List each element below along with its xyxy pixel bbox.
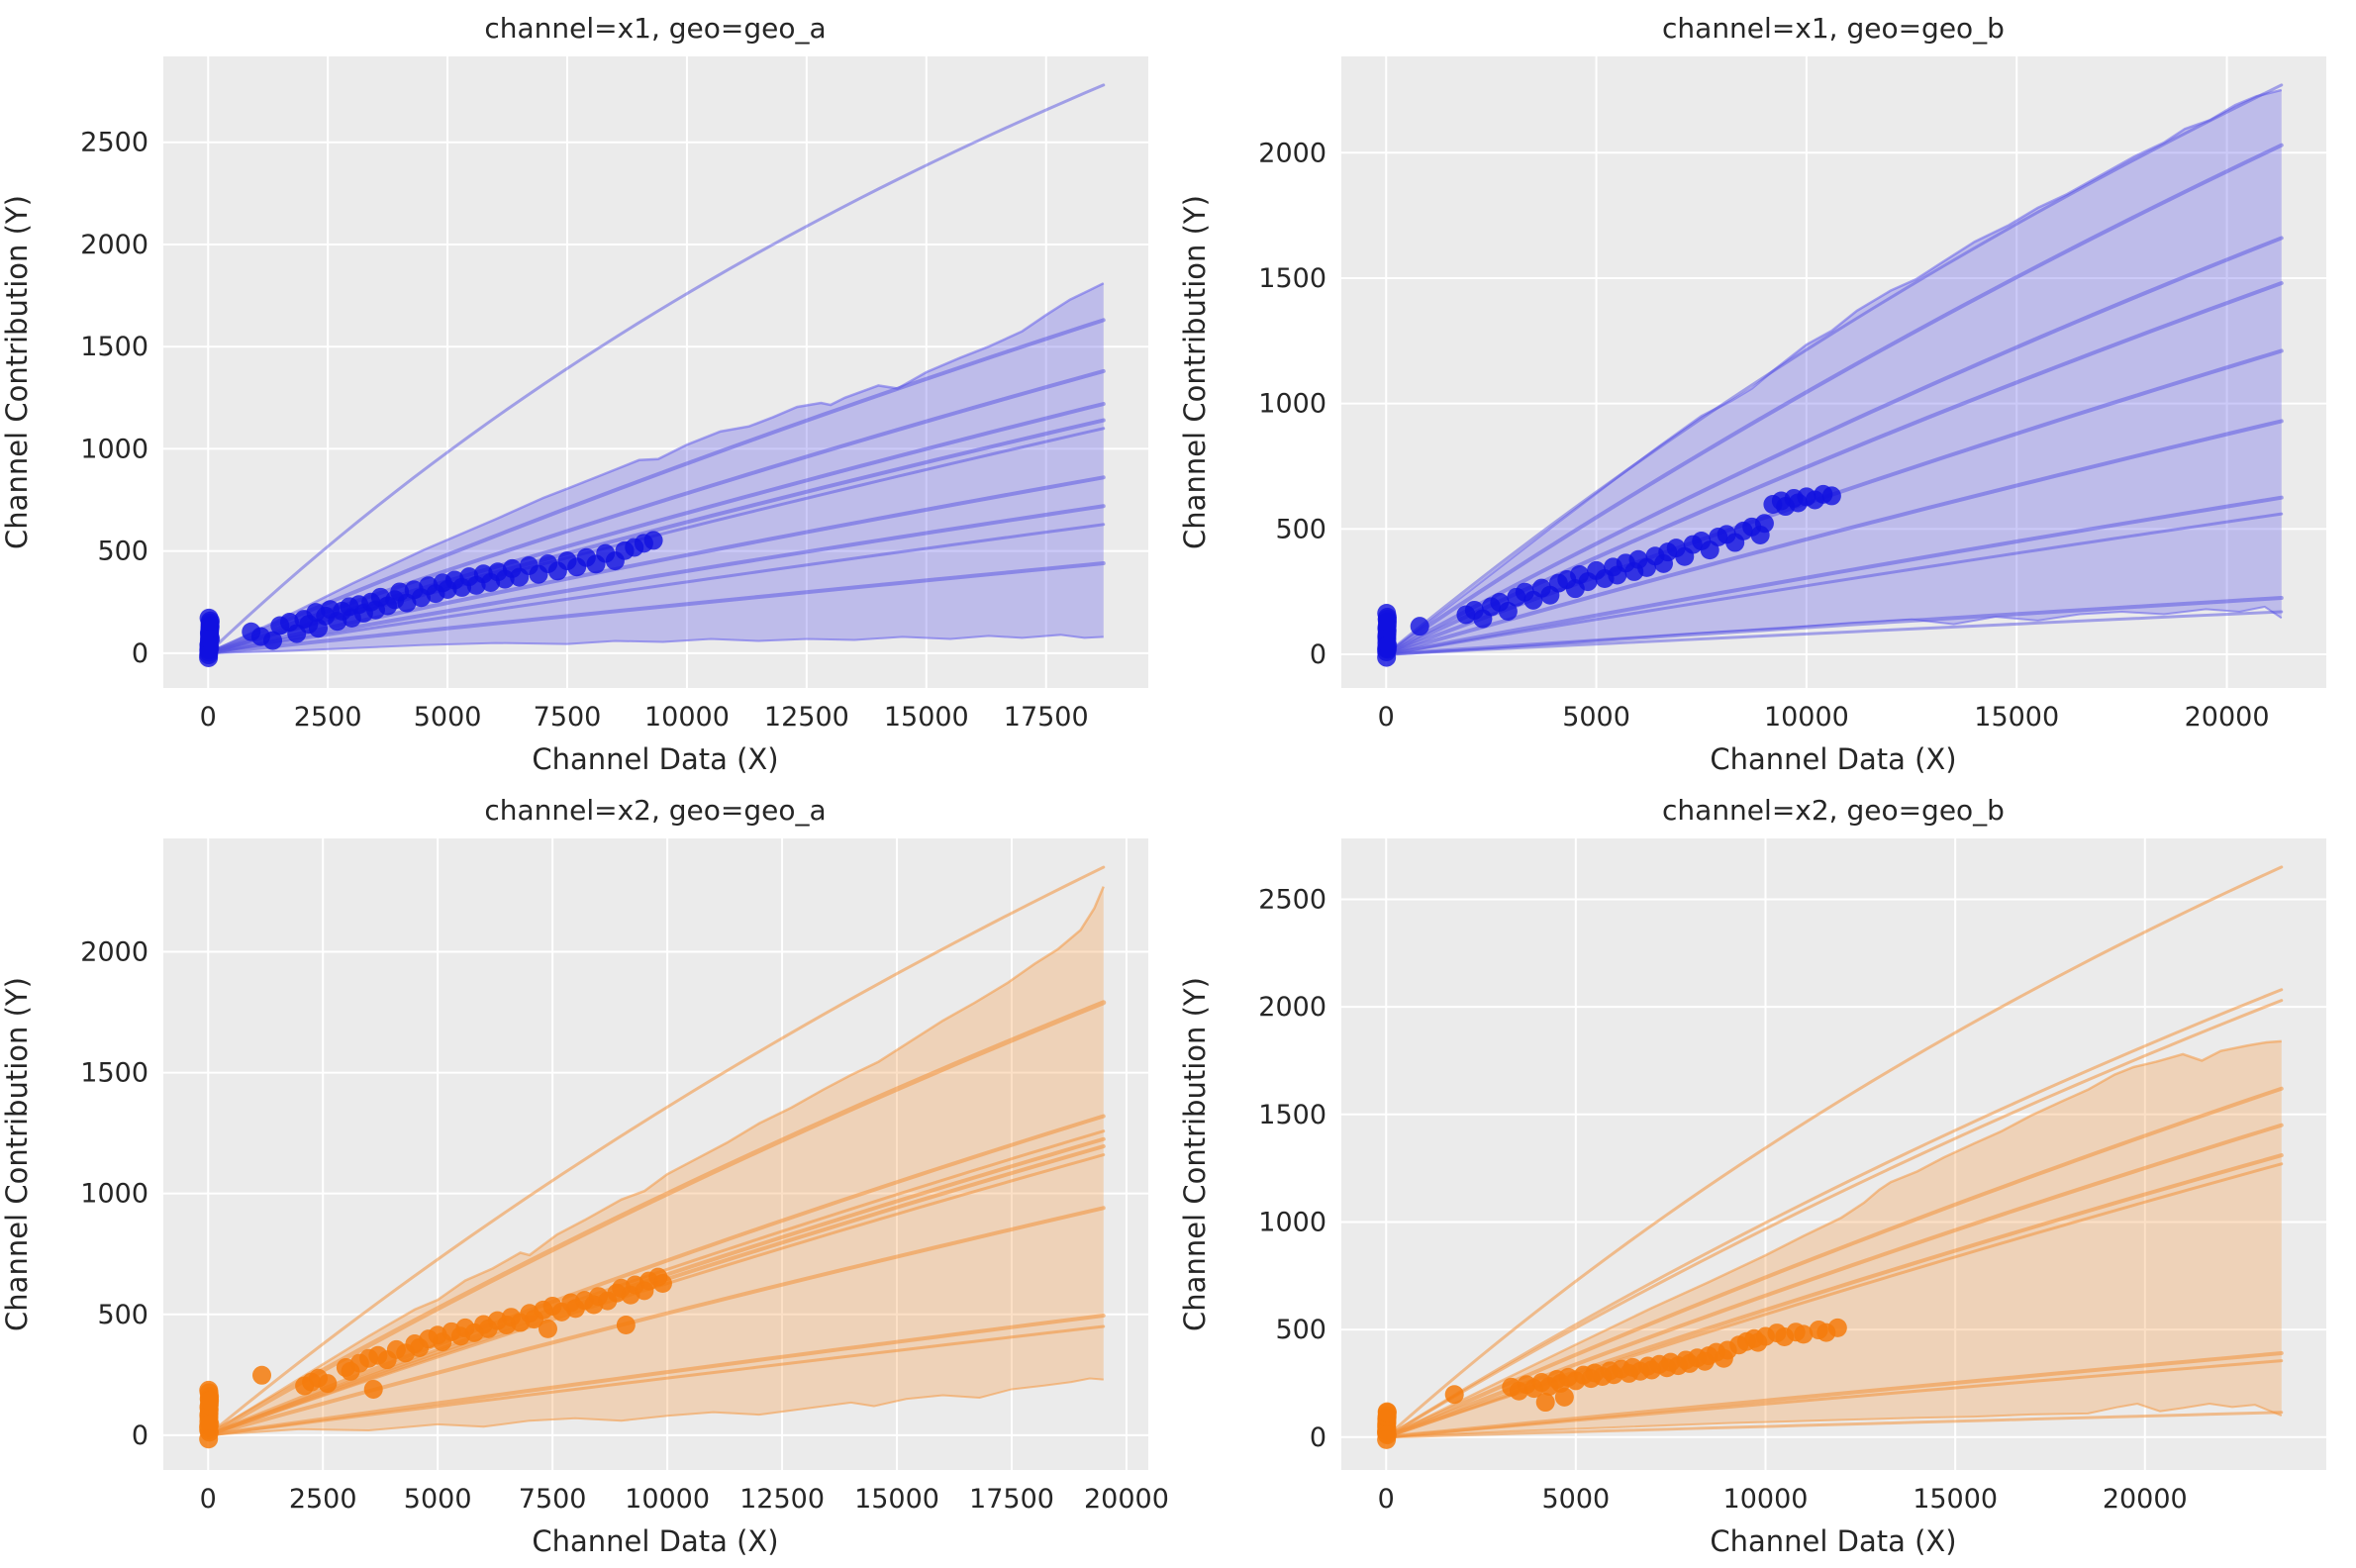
x-axis-label: Channel Data (X) [532, 742, 778, 776]
y-tick-label: 1000 [1258, 389, 1326, 420]
x-tick-label: 17500 [969, 1484, 1054, 1515]
plot-area: 0 5000 10000 15000 20000 0 500 1000 1500 2000 2500 [1258, 838, 2326, 1515]
y-tick-label: 0 [1310, 1422, 1326, 1453]
x-tick-label: 15000 [854, 1484, 939, 1515]
subplot-canvas-x2-geo-b: 0 5000 10000 15000 20000 0 500 1000 1500 2000 2500… [1178, 794, 2326, 1558]
y-tick-label: 2000 [80, 230, 148, 260]
y-tick-label: 1000 [80, 1179, 148, 1210]
x-tick-label: 2500 [289, 1484, 357, 1515]
y-tick-label: 500 [97, 1300, 148, 1330]
y-tick-label: 1000 [1258, 1207, 1326, 1237]
subplot-channel-x2-geo-a: 0 2500 5000 7500 10000 12500 15000 17500 20000 0 5… [0, 782, 1178, 1564]
x-tick-label: 12500 [764, 702, 849, 733]
plot-area: 0 5000 10000 15000 20000 0 500 1000 1500 2000 [1258, 56, 2326, 733]
y-tick-label: 2500 [1258, 884, 1326, 915]
x-tick-label: 15000 [1974, 702, 2059, 733]
plot-area: 0 2500 5000 7500 10000 12500 15000 17500 20000 0 5… [80, 838, 1169, 1515]
x-tick-label: 5000 [414, 702, 482, 733]
x-tick-label: 15000 [1913, 1484, 1998, 1515]
subplot-canvas-x2-geo-a: 0 2500 5000 7500 10000 12500 15000 17500 20000 0 5… [0, 794, 1169, 1558]
y-axis-label: Channel Contribution (Y) [0, 977, 34, 1331]
x-tick-label: 20000 [1084, 1484, 1169, 1515]
y-tick-label: 500 [1275, 514, 1326, 544]
y-tick-label: 1000 [80, 434, 148, 464]
subplot-title: channel=x2, geo=geo_a [484, 794, 826, 827]
x-tick-label: 0 [200, 702, 217, 733]
y-axis-label: Channel Contribution (Y) [1178, 195, 1212, 549]
y-axis-label: Channel Contribution (Y) [1178, 977, 1212, 1331]
y-tick-label: 0 [132, 638, 148, 669]
y-tick-label: 2500 [80, 128, 148, 158]
subplot-canvas-x1-geo-b: 0 5000 10000 15000 20000 0 500 1000 1500 2000 cha… [1178, 12, 2326, 776]
x-tick-label: 17500 [1004, 702, 1089, 733]
y-tick-label: 1500 [80, 1058, 148, 1089]
x-tick-label: 15000 [884, 702, 969, 733]
x-tick-label: 5000 [404, 1484, 472, 1515]
y-tick-label: 500 [1275, 1315, 1326, 1345]
y-tick-label: 0 [132, 1421, 148, 1451]
x-tick-label: 2500 [294, 702, 362, 733]
x-tick-label: 7500 [534, 702, 602, 733]
subplot-title: channel=x2, geo=geo_b [1662, 794, 2005, 827]
x-axis-label: Channel Data (X) [1710, 742, 1956, 776]
x-tick-label: 5000 [1562, 702, 1630, 733]
subplot-channel-x1-geo-a: 0 2500 5000 7500 10000 12500 15000 17500 0 500 100… [0, 0, 1178, 782]
y-axis-label: Channel Contribution (Y) [0, 195, 34, 549]
x-axis-label: Channel Data (X) [1710, 1524, 1956, 1558]
y-tick-label: 500 [97, 537, 148, 567]
x-tick-label: 10000 [644, 702, 730, 733]
y-tick-label: 1500 [1258, 263, 1326, 294]
subplot-title: channel=x1, geo=geo_a [484, 12, 826, 45]
x-tick-label: 12500 [739, 1484, 825, 1515]
x-tick-label: 10000 [1764, 702, 1849, 733]
y-tick-label: 2000 [1258, 992, 1326, 1023]
x-tick-label: 10000 [625, 1484, 710, 1515]
x-tick-label: 0 [200, 1484, 217, 1515]
y-tick-label: 0 [1310, 639, 1326, 670]
x-tick-label: 10000 [1723, 1484, 1809, 1515]
y-tick-label: 1500 [80, 332, 148, 362]
x-tick-label: 20000 [2185, 702, 2270, 733]
subplot-title: channel=x1, geo=geo_b [1662, 12, 2005, 45]
subplot-channel-x2-geo-b: 0 5000 10000 15000 20000 0 500 1000 1500 2000 2500… [1178, 782, 2356, 1564]
y-tick-label: 2000 [80, 937, 148, 968]
x-tick-label: 0 [1378, 1484, 1395, 1515]
x-tick-label: 7500 [519, 1484, 587, 1515]
subplot-channel-x1-geo-b: 0 5000 10000 15000 20000 0 500 1000 1500 2000 cha… [1178, 0, 2356, 782]
x-axis-label: Channel Data (X) [532, 1524, 778, 1558]
plot-area: 0 2500 5000 7500 10000 12500 15000 17500 0 500 100… [80, 56, 1148, 733]
y-tick-label: 1500 [1258, 1100, 1326, 1130]
x-tick-label: 20000 [2103, 1484, 2188, 1515]
x-tick-label: 0 [1378, 702, 1395, 733]
x-tick-label: 5000 [1542, 1484, 1611, 1515]
y-tick-label: 2000 [1258, 138, 1326, 168]
subplot-canvas-x1-geo-a: 0 2500 5000 7500 10000 12500 15000 17500 0 500 100… [0, 12, 1148, 776]
